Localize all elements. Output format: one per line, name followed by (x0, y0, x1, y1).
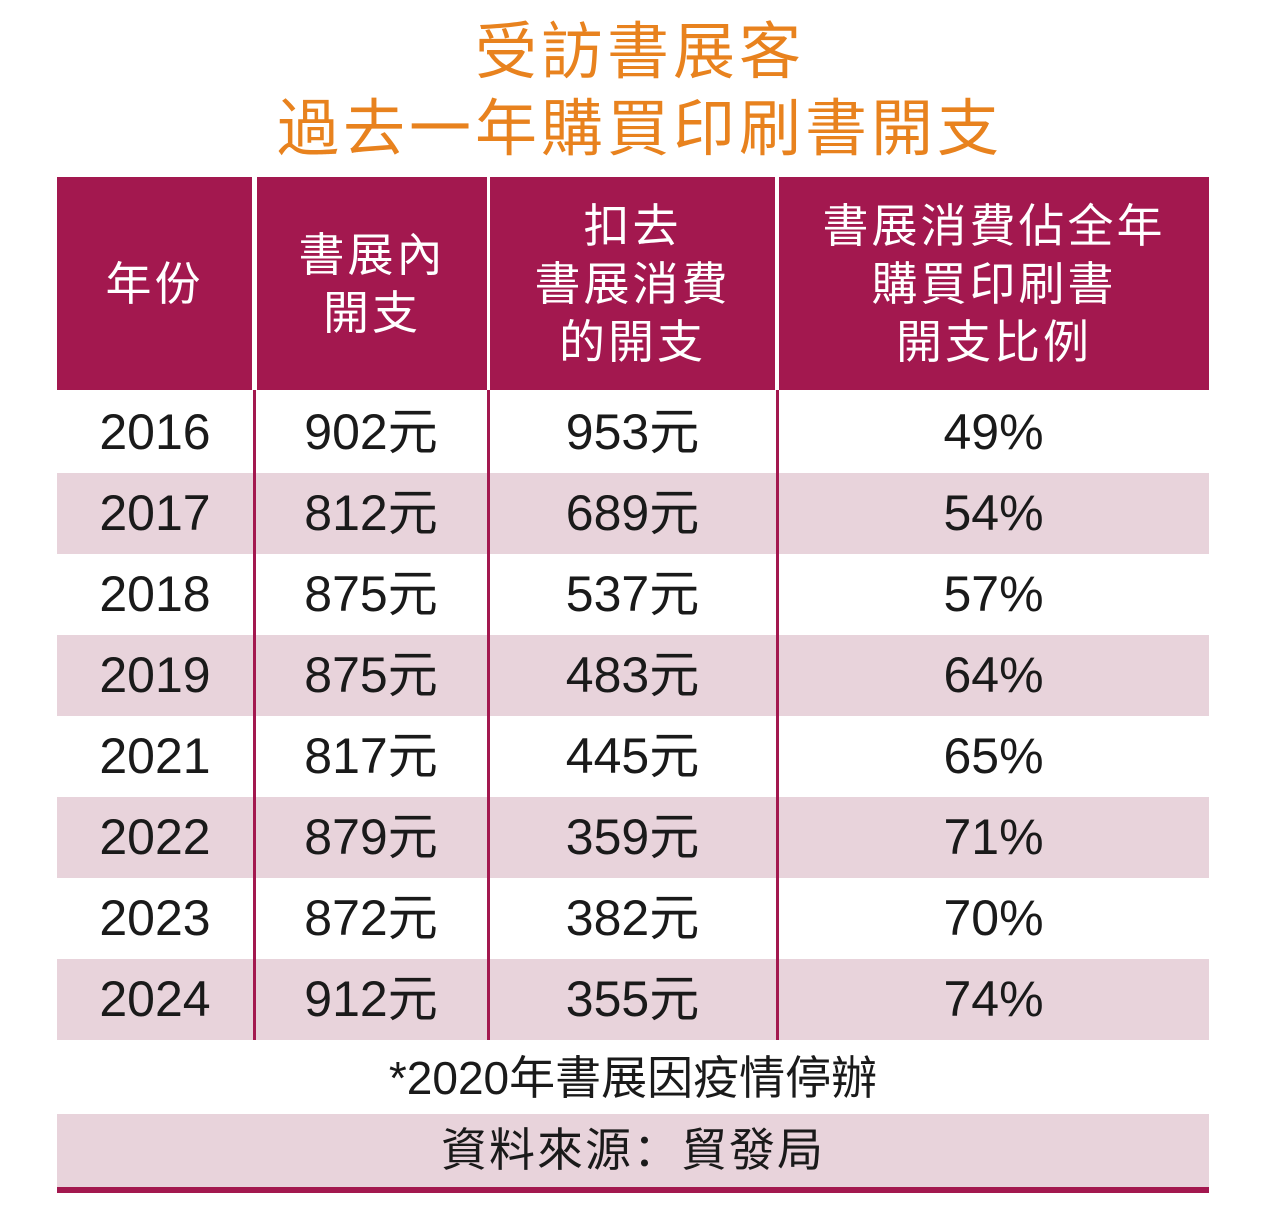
column-divider (776, 390, 779, 1040)
bottom-rule (57, 1187, 1209, 1193)
cell-other-spending: 445元 (565, 728, 700, 784)
cell-other-spending: 537元 (565, 566, 700, 622)
table-row: 2021 817元 445元 65% (57, 716, 1209, 797)
cell-year: 2022 (99, 809, 211, 865)
cell-other-spending: 483元 (565, 647, 700, 703)
cell-fair-spending: 872元 (304, 890, 438, 946)
header-other-spending: 扣去 書展消費 的開支 (490, 177, 775, 390)
cell-year: 2021 (99, 728, 211, 784)
cell-year: 2017 (99, 485, 211, 541)
cell-ratio: 57% (943, 566, 1044, 622)
cell-ratio: 70% (943, 890, 1044, 946)
cell-ratio: 64% (943, 647, 1044, 703)
cell-fair-spending: 812元 (304, 485, 438, 541)
cell-fair-spending: 879元 (304, 809, 438, 865)
cell-year: 2018 (99, 566, 211, 622)
source-credit: 資料來源：貿發局 (57, 1114, 1209, 1187)
column-divider (253, 390, 256, 1040)
title-line-1: 受訪書展客 (474, 18, 805, 87)
cell-other-spending: 382元 (565, 890, 700, 946)
cell-fair-spending: 902元 (304, 404, 438, 460)
column-divider (487, 390, 490, 1040)
cell-other-spending: 689元 (565, 485, 700, 541)
cell-ratio: 71% (943, 809, 1044, 865)
table-row: 2017 812元 689元 54% (57, 473, 1209, 554)
header-fair-spending: 書展內 開支 (257, 177, 487, 390)
table-row: 2023 872元 382元 70% (57, 878, 1209, 959)
cell-other-spending: 953元 (565, 404, 700, 460)
cell-ratio: 49% (943, 404, 1044, 460)
table-row: 2022 879元 359元 71% (57, 797, 1209, 878)
cell-year: 2023 (99, 890, 211, 946)
header-year: 年份 (57, 177, 252, 390)
cell-year: 2019 (99, 647, 211, 703)
cell-other-spending: 355元 (565, 971, 700, 1027)
cell-ratio: 74% (943, 971, 1044, 1027)
title-line-2: 過去一年購買印刷書開支 (276, 95, 1003, 164)
cell-fair-spending: 875元 (304, 566, 438, 622)
cell-other-spending: 359元 (565, 809, 700, 865)
cell-fair-spending: 875元 (304, 647, 438, 703)
cell-ratio: 65% (943, 728, 1044, 784)
cell-fair-spending: 817元 (304, 728, 438, 784)
table-row: 2024 912元 355元 74% (57, 959, 1209, 1040)
footnote: *2020年書展因疫情停辦 (388, 1052, 878, 1104)
table-row: 2016 902元 953元 49% (57, 392, 1209, 473)
table-row: 2019 875元 483元 64% (57, 635, 1209, 716)
header-ratio: 書展消費佔全年 購買印刷書 開支比例 (779, 177, 1209, 390)
cell-fair-spending: 912元 (304, 971, 438, 1027)
cell-ratio: 54% (943, 485, 1044, 541)
table-row: 2018 875元 537元 57% (57, 554, 1209, 635)
cell-year: 2024 (99, 971, 211, 1027)
cell-year: 2016 (99, 404, 211, 460)
